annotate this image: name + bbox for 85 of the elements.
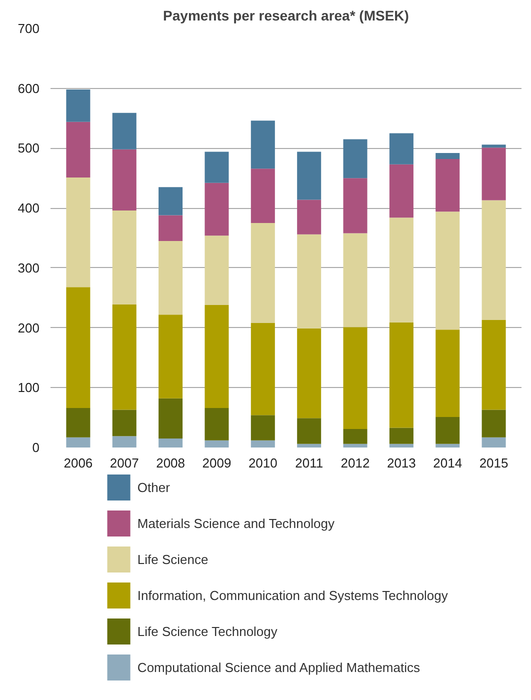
bar <box>436 153 460 159</box>
bar <box>436 416 460 444</box>
bar <box>436 158 460 212</box>
bar <box>204 182 229 236</box>
bar <box>436 330 460 417</box>
bar <box>297 234 322 328</box>
bar <box>158 314 183 398</box>
bar <box>250 223 275 323</box>
bar <box>204 236 229 306</box>
bar <box>482 320 506 410</box>
bar <box>204 305 229 408</box>
x-tick-label: 2015 <box>479 456 508 470</box>
bar <box>66 178 90 288</box>
bar <box>112 210 136 304</box>
bar <box>482 410 506 438</box>
bar <box>158 438 183 448</box>
bar <box>389 218 414 322</box>
bar <box>112 149 136 210</box>
bar <box>343 178 368 234</box>
x-tick-label: 2013 <box>386 456 416 470</box>
bar <box>112 410 136 436</box>
bar <box>389 133 414 164</box>
bar <box>436 444 460 448</box>
y-tick-label: 700 <box>18 21 40 36</box>
bar <box>389 164 414 218</box>
legend-label: Other <box>137 480 171 495</box>
y-tick-label: 300 <box>18 260 40 276</box>
bar <box>297 328 322 418</box>
bar <box>389 322 414 428</box>
legend-label: Life Science Technology <box>137 624 278 639</box>
x-tick-label: 2006 <box>64 456 93 470</box>
x-tick-label: 2011 <box>295 456 324 470</box>
bar <box>204 408 229 440</box>
bar <box>250 322 275 416</box>
legend-label: Computational Science and Applied Mathematics <box>137 660 420 675</box>
legend-label: Materials Science and Technology <box>137 516 335 531</box>
x-tick-label: 2012 <box>340 456 370 470</box>
bar <box>343 233 368 328</box>
bar <box>297 152 322 200</box>
bar <box>250 168 275 224</box>
bar <box>204 440 229 448</box>
bar <box>66 437 90 448</box>
bar <box>482 148 506 200</box>
bar <box>343 139 368 178</box>
bar <box>343 428 368 444</box>
y-tick-label: 0 <box>32 440 40 455</box>
bar <box>389 444 414 448</box>
bar <box>158 215 183 241</box>
bar <box>112 436 136 448</box>
bar <box>343 327 368 429</box>
bar <box>482 144 506 148</box>
y-tick-label: 600 <box>18 80 40 96</box>
x-tick-label: 2007 <box>110 456 139 470</box>
y-tick-label: 100 <box>18 380 40 396</box>
legend-label: Information, Communication and Systems Technology <box>137 588 448 603</box>
bar <box>250 415 275 440</box>
x-tick-label: 2010 <box>248 456 278 470</box>
bar <box>66 408 90 438</box>
y-tick-label: 200 <box>18 320 40 336</box>
bar <box>482 437 506 448</box>
bar <box>250 440 275 448</box>
bar <box>112 112 136 150</box>
bar <box>436 212 460 330</box>
bar <box>297 444 322 448</box>
x-tick-label: 2009 <box>202 456 232 470</box>
bar <box>158 187 183 216</box>
bar <box>66 287 90 408</box>
bar <box>112 304 136 410</box>
y-tick-label: 500 <box>18 140 40 156</box>
bar <box>66 122 90 178</box>
bar <box>158 398 183 439</box>
bar <box>343 444 368 448</box>
bar <box>250 120 275 169</box>
bar <box>66 90 90 122</box>
bar <box>297 200 322 234</box>
y-tick-label: 400 <box>18 200 40 216</box>
bar <box>482 200 506 320</box>
bar <box>204 152 229 183</box>
x-tick-label: 2008 <box>156 456 186 470</box>
bar <box>389 428 414 444</box>
bar <box>297 418 322 444</box>
x-tick-label: 2014 <box>433 456 462 470</box>
chart-title: Payments per research area* (MSEK) <box>163 8 409 24</box>
legend-label: Life Science <box>137 552 208 567</box>
bar <box>158 240 183 315</box>
